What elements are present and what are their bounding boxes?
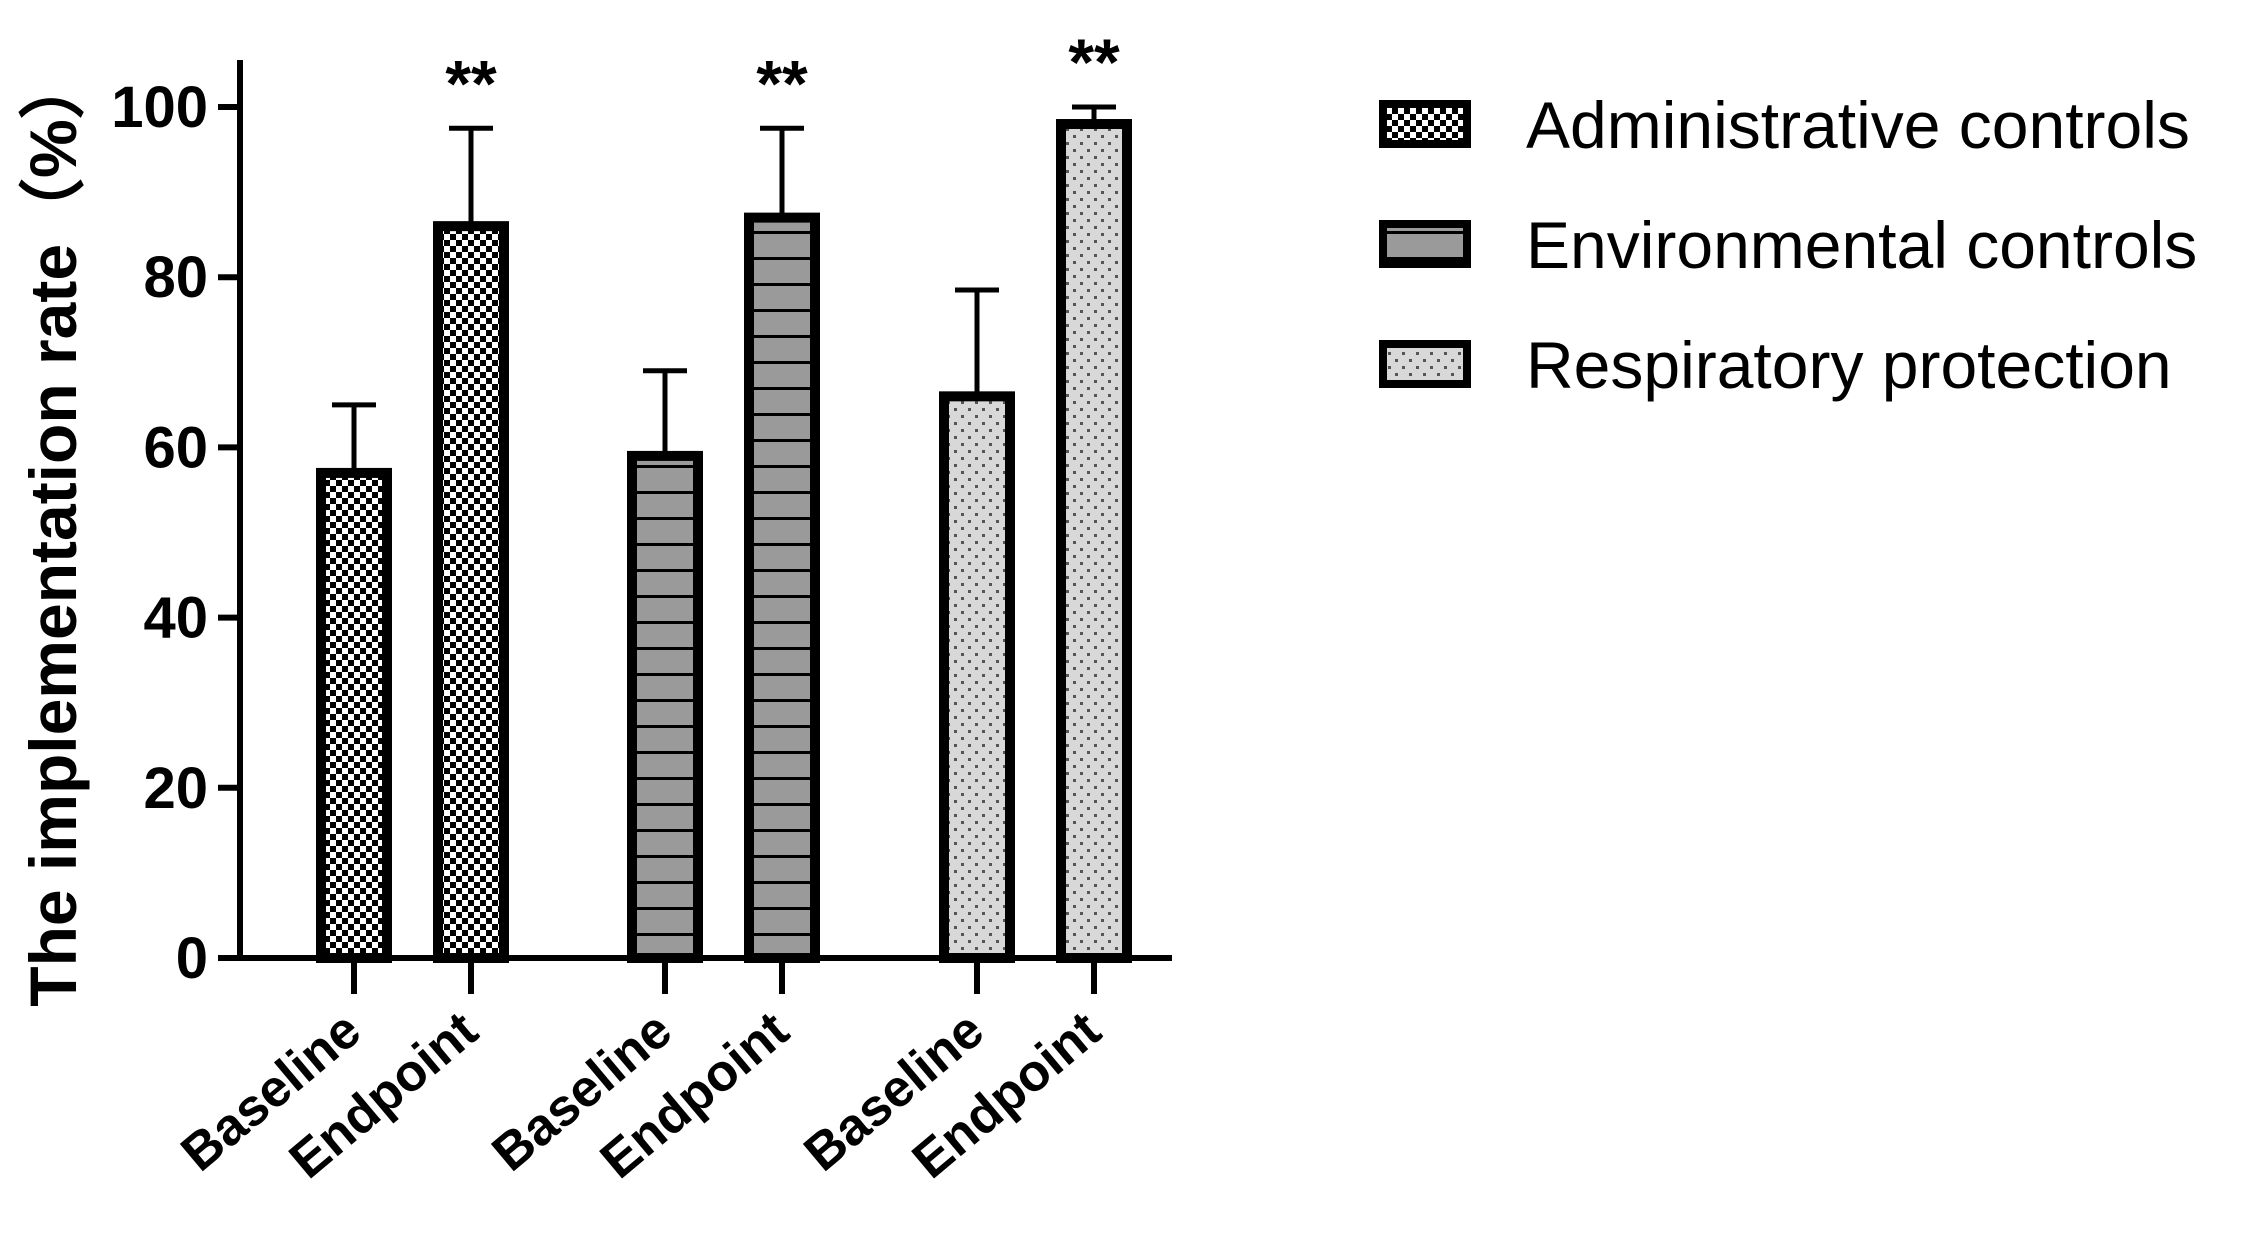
y-tick-label: 20 — [143, 756, 208, 821]
y-axis-title: The implementation rate（%） — [16, 53, 90, 1007]
legend-swatch-checker — [1379, 100, 1471, 148]
y-tick-label: 100 — [111, 75, 208, 140]
bar-checker-endpoint — [433, 221, 509, 963]
x-axis-ticks: BaselineEndpointBaselineEndpointBaseline… — [171, 958, 1112, 1190]
significance-label: ** — [756, 46, 808, 120]
y-tick-label: 0 — [176, 926, 208, 991]
y-tick-label: 80 — [143, 245, 208, 310]
y-axis-ticks: 0 20 40 60 80 100 — [111, 75, 240, 991]
bar-checker-baseline — [316, 467, 392, 963]
significance-markers: ** ** ** — [445, 25, 1120, 120]
bar-stripes-endpoint — [744, 212, 820, 963]
error-bars — [332, 104, 1116, 473]
legend-swatch-stripes — [1379, 220, 1471, 268]
legend-swatch-dots — [1379, 340, 1471, 388]
legend: Administrative controls Environmental con… — [1379, 88, 2197, 402]
bars — [316, 119, 1132, 963]
legend-label: Respiratory protection — [1526, 328, 2172, 402]
bar-dots-baseline — [939, 391, 1015, 963]
significance-label: ** — [445, 46, 497, 120]
bar-dots-endpoint — [1056, 119, 1132, 963]
axes — [237, 60, 1172, 961]
y-tick-label: 60 — [143, 415, 208, 480]
legend-label: Administrative controls — [1526, 88, 2190, 162]
significance-label: ** — [1068, 25, 1120, 99]
bar-stripes-baseline — [627, 450, 703, 963]
y-tick-label: 40 — [143, 586, 208, 651]
legend-label: Environmental controls — [1526, 208, 2197, 282]
